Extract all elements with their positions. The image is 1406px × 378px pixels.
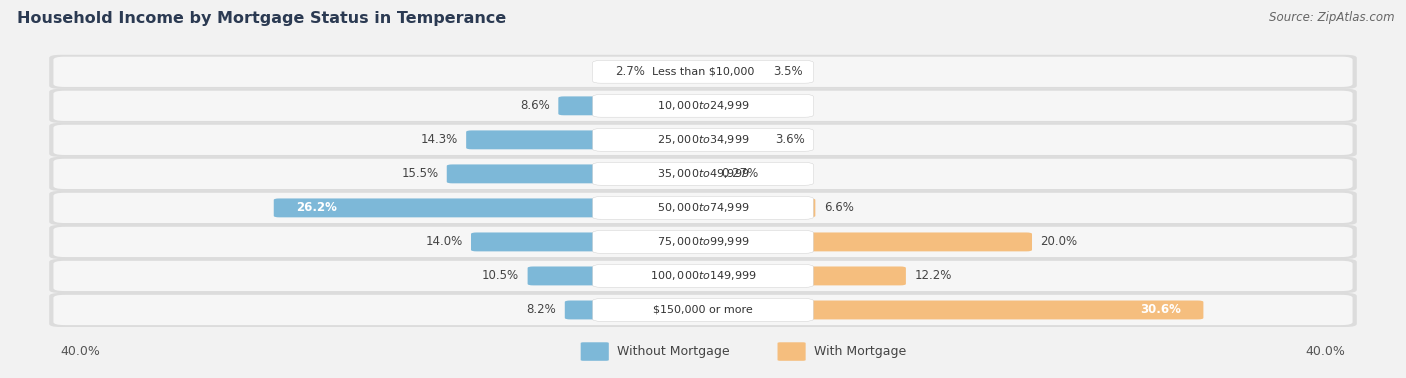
Text: 6.6%: 6.6% [824, 201, 853, 214]
FancyBboxPatch shape [49, 89, 1357, 123]
FancyBboxPatch shape [593, 129, 813, 151]
FancyBboxPatch shape [593, 265, 813, 287]
FancyBboxPatch shape [778, 342, 806, 361]
Text: 8.6%: 8.6% [520, 99, 550, 112]
FancyBboxPatch shape [49, 157, 1357, 191]
FancyBboxPatch shape [565, 301, 709, 319]
FancyBboxPatch shape [53, 125, 1353, 155]
FancyBboxPatch shape [49, 259, 1357, 293]
Text: $150,000 or more: $150,000 or more [654, 305, 752, 315]
FancyBboxPatch shape [697, 198, 815, 217]
Text: 3.5%: 3.5% [773, 65, 803, 78]
FancyBboxPatch shape [558, 96, 709, 115]
FancyBboxPatch shape [49, 191, 1357, 225]
Text: $35,000 to $49,999: $35,000 to $49,999 [657, 167, 749, 180]
FancyBboxPatch shape [49, 123, 1357, 157]
Text: With Mortgage: With Mortgage [814, 345, 907, 358]
Text: 2.7%: 2.7% [616, 65, 645, 78]
FancyBboxPatch shape [593, 231, 813, 253]
FancyBboxPatch shape [467, 130, 709, 149]
Text: Less than $10,000: Less than $10,000 [652, 67, 754, 77]
Text: 14.0%: 14.0% [426, 235, 463, 248]
FancyBboxPatch shape [53, 261, 1353, 291]
Text: 12.2%: 12.2% [914, 270, 952, 282]
FancyBboxPatch shape [593, 197, 813, 219]
Text: $25,000 to $34,999: $25,000 to $34,999 [657, 133, 749, 146]
Text: $10,000 to $24,999: $10,000 to $24,999 [657, 99, 749, 112]
Text: 0.27%: 0.27% [721, 167, 759, 180]
FancyBboxPatch shape [53, 295, 1353, 325]
Text: 10.5%: 10.5% [482, 270, 519, 282]
Text: 40.0%: 40.0% [60, 345, 100, 358]
Text: 26.2%: 26.2% [297, 201, 337, 214]
FancyBboxPatch shape [697, 62, 765, 81]
FancyBboxPatch shape [593, 60, 813, 83]
FancyBboxPatch shape [654, 62, 709, 81]
Text: 8.2%: 8.2% [527, 304, 557, 316]
FancyBboxPatch shape [471, 232, 709, 251]
FancyBboxPatch shape [49, 225, 1357, 259]
FancyBboxPatch shape [697, 130, 766, 149]
Text: $75,000 to $99,999: $75,000 to $99,999 [657, 235, 749, 248]
Text: 20.0%: 20.0% [1040, 235, 1077, 248]
Text: Household Income by Mortgage Status in Temperance: Household Income by Mortgage Status in T… [17, 11, 506, 26]
Text: Without Mortgage: Without Mortgage [617, 345, 730, 358]
FancyBboxPatch shape [53, 91, 1353, 121]
FancyBboxPatch shape [53, 159, 1353, 189]
FancyBboxPatch shape [53, 57, 1353, 87]
FancyBboxPatch shape [697, 301, 1204, 319]
FancyBboxPatch shape [593, 299, 813, 321]
FancyBboxPatch shape [53, 193, 1353, 223]
FancyBboxPatch shape [593, 94, 813, 117]
Text: 40.0%: 40.0% [1306, 345, 1346, 358]
Text: 3.6%: 3.6% [775, 133, 806, 146]
Text: $100,000 to $149,999: $100,000 to $149,999 [650, 270, 756, 282]
FancyBboxPatch shape [447, 164, 709, 183]
FancyBboxPatch shape [697, 266, 905, 285]
Text: 15.5%: 15.5% [401, 167, 439, 180]
FancyBboxPatch shape [527, 266, 709, 285]
FancyBboxPatch shape [697, 232, 1032, 251]
Text: $50,000 to $74,999: $50,000 to $74,999 [657, 201, 749, 214]
FancyBboxPatch shape [49, 55, 1357, 89]
FancyBboxPatch shape [581, 342, 609, 361]
FancyBboxPatch shape [53, 227, 1353, 257]
FancyBboxPatch shape [593, 163, 813, 185]
FancyBboxPatch shape [274, 198, 709, 217]
FancyBboxPatch shape [697, 164, 713, 183]
Text: 30.6%: 30.6% [1140, 304, 1181, 316]
Text: 14.3%: 14.3% [420, 133, 458, 146]
Text: Source: ZipAtlas.com: Source: ZipAtlas.com [1270, 11, 1395, 24]
FancyBboxPatch shape [49, 293, 1357, 327]
